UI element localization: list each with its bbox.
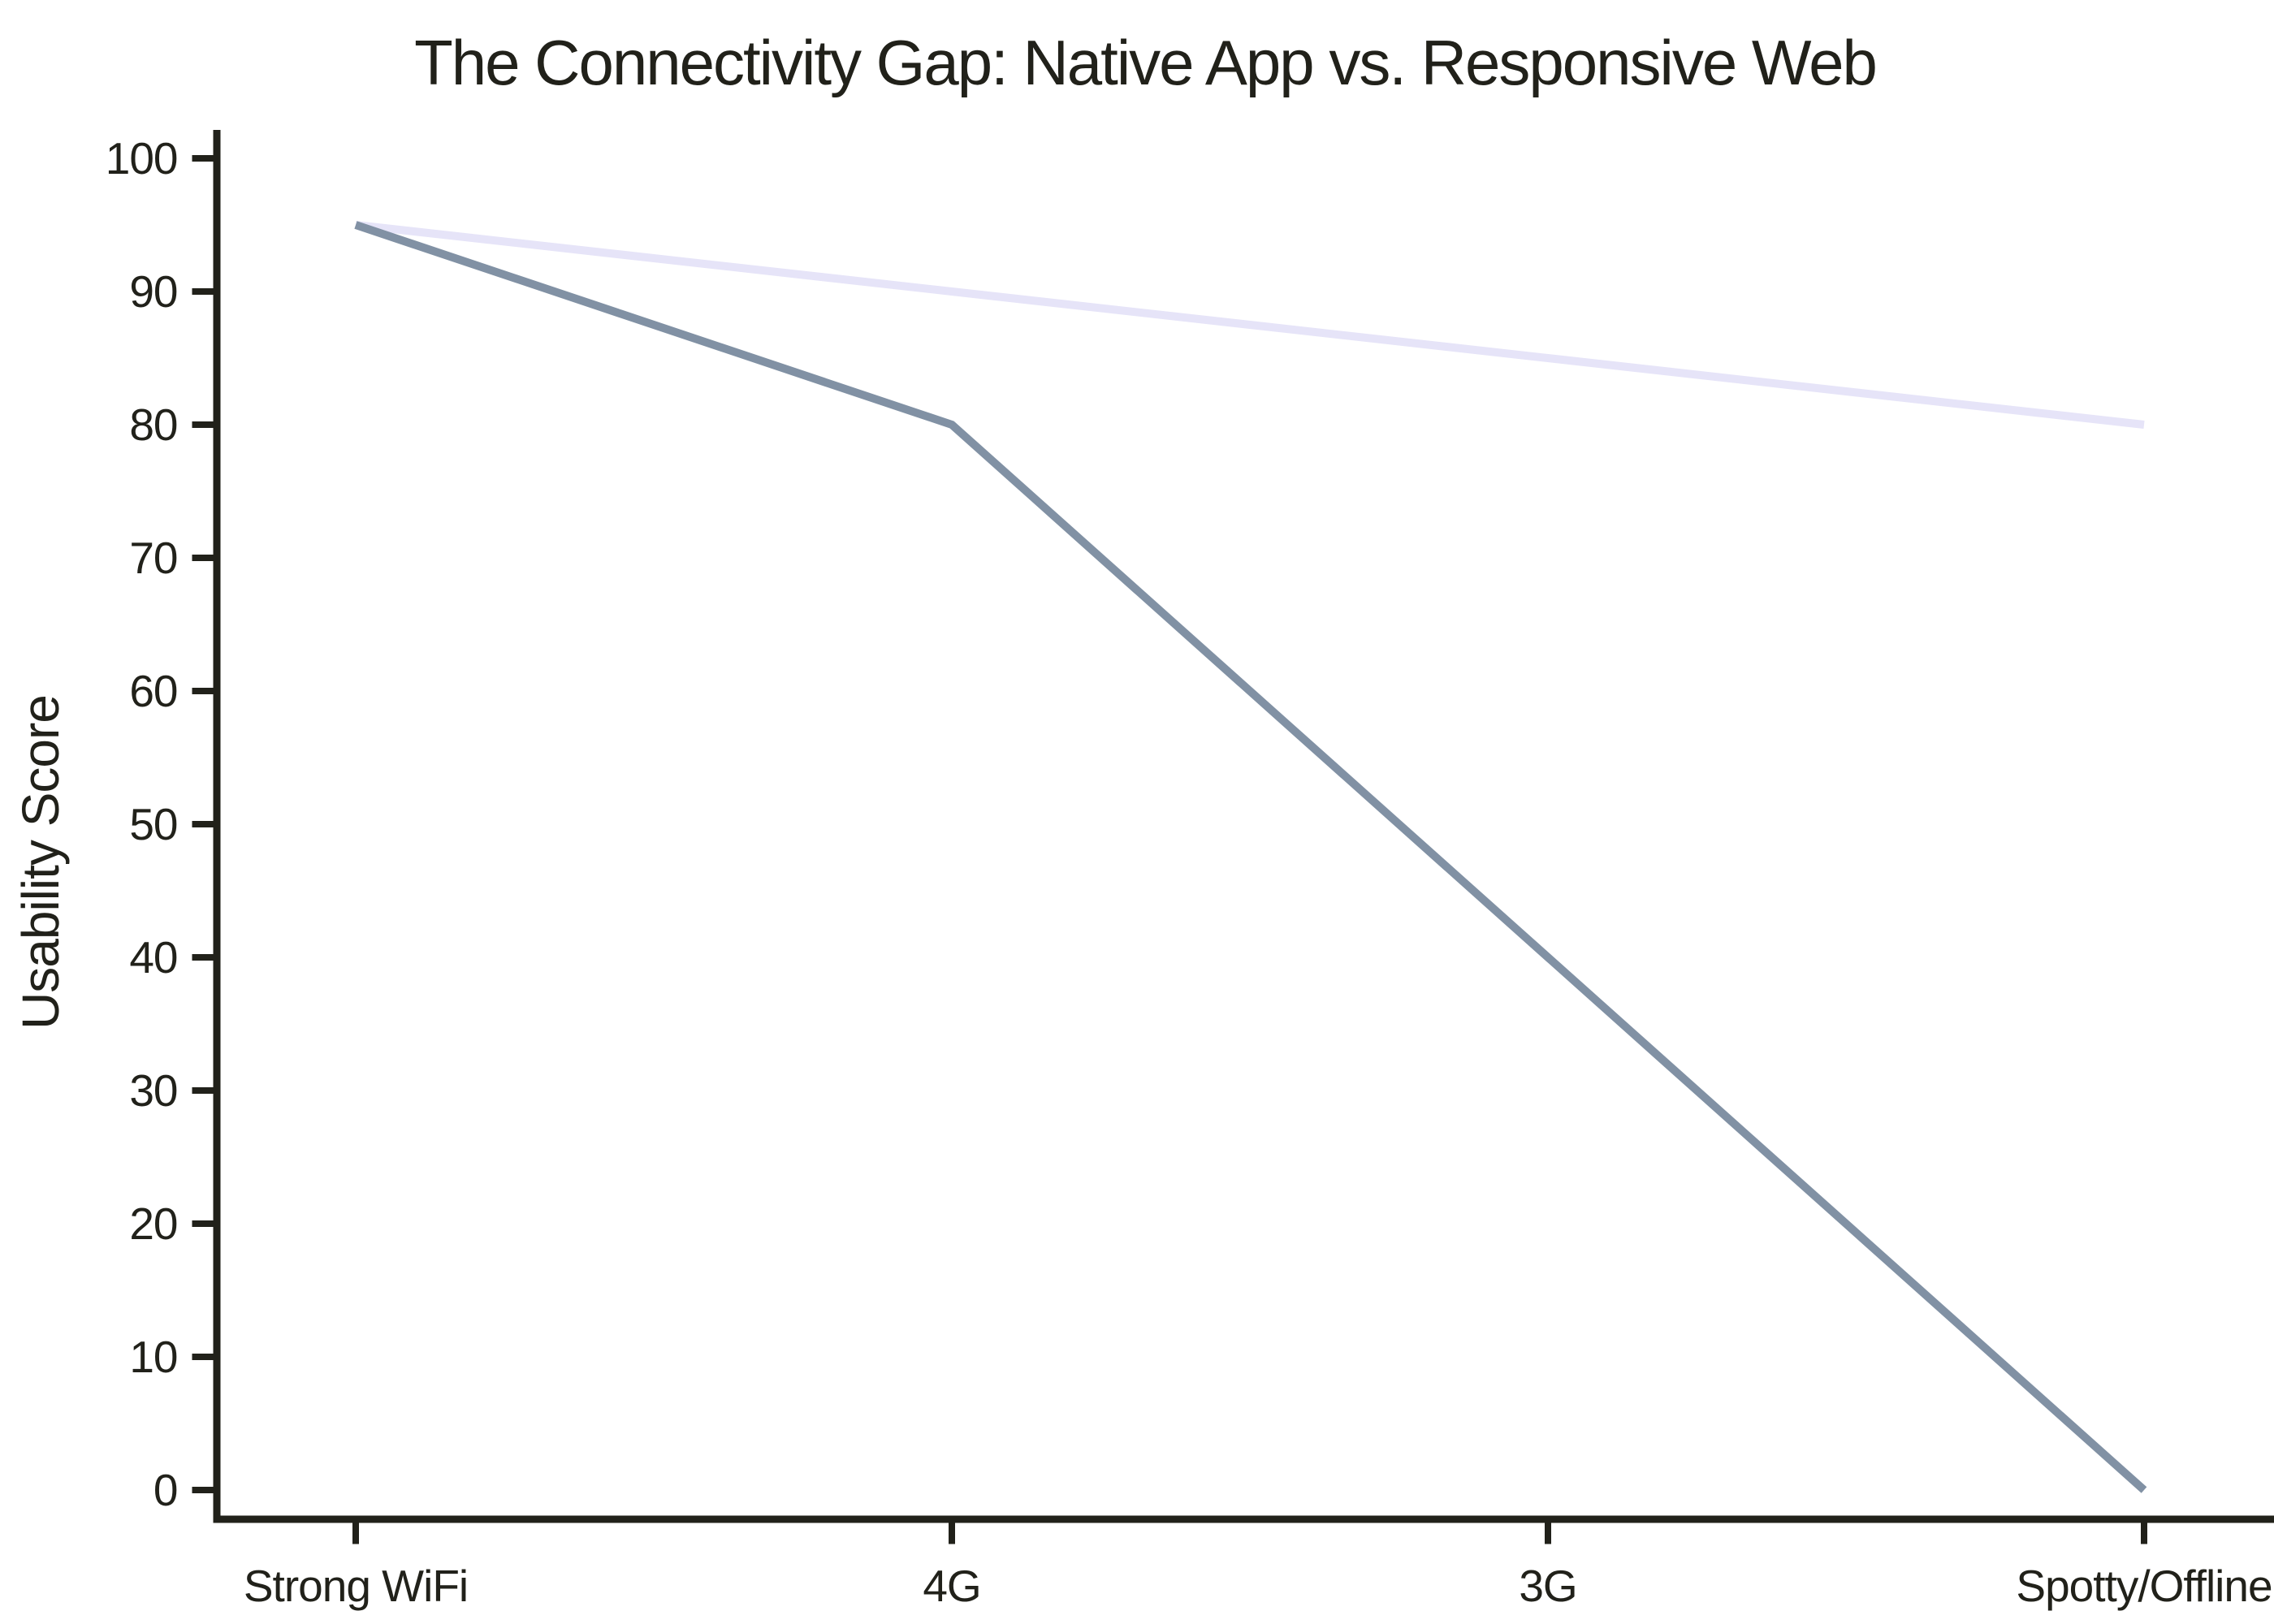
y-tick-label: 20 bbox=[129, 1199, 177, 1249]
x-tick-label: Spotty/Offline bbox=[2016, 1561, 2272, 1611]
y-tick-label: 0 bbox=[153, 1465, 178, 1515]
y-axis-title: Usability Score bbox=[11, 695, 70, 1030]
labels-layer: The Connectivity Gap: Native App vs. Res… bbox=[11, 27, 1878, 1030]
x-tick-label: Strong WiFi bbox=[244, 1561, 468, 1611]
y-tick-label: 10 bbox=[129, 1332, 177, 1382]
axes-layer: 0 10 20 30 40 50 60 70 80 90 100 Strong WiFi 4G 3G Spo… bbox=[106, 130, 2274, 1611]
x-tick-label: 4G bbox=[923, 1561, 980, 1611]
y-tick-label: 30 bbox=[129, 1065, 177, 1116]
y-tick-label: 100 bbox=[106, 133, 178, 184]
y-tick-label: 60 bbox=[129, 666, 177, 716]
series-line-native-app bbox=[355, 221, 2145, 429]
y-tick-label: 70 bbox=[129, 533, 177, 583]
y-tick-label: 80 bbox=[129, 400, 177, 450]
series-layer bbox=[354, 221, 2147, 1493]
series-line-responsive-web bbox=[354, 221, 2147, 1493]
y-tick-label: 90 bbox=[129, 266, 177, 317]
x-tick-label: 3G bbox=[1519, 1561, 1576, 1611]
chart-title: The Connectivity Gap: Native App vs. Res… bbox=[414, 27, 1876, 98]
y-tick-label: 40 bbox=[129, 932, 177, 983]
y-tick-label: 50 bbox=[129, 799, 177, 849]
